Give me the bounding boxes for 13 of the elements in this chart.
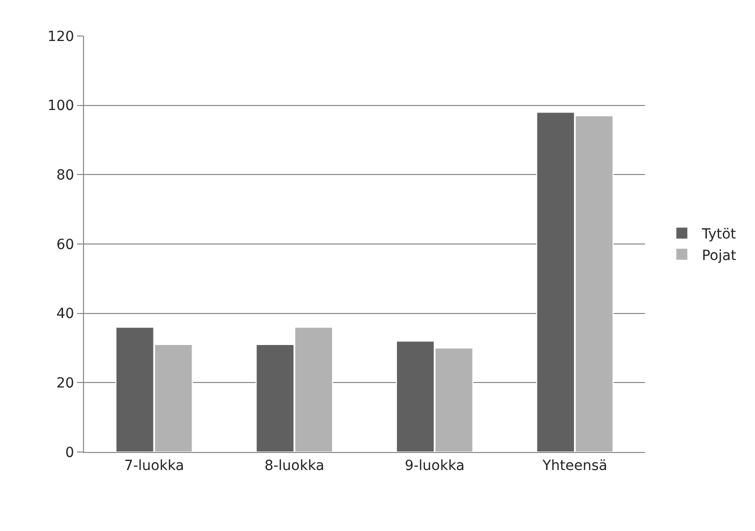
y-tick-label: 0 [65, 444, 74, 461]
x-tick-label: 8-luokka [264, 458, 324, 474]
legend-label: Tytöt [700, 226, 737, 243]
y-tick-label: 20 [56, 376, 74, 392]
y-tick-label: 80 [56, 168, 74, 184]
x-tick-label: 7-luokka [124, 458, 184, 474]
y-tick-label: 100 [47, 98, 74, 114]
x-tick-label: 9-luokka [404, 458, 465, 474]
legend-label: Pojat [702, 248, 737, 264]
y-tick-label: 40 [56, 306, 74, 322]
x-tick-label: Yhteensä [541, 458, 608, 474]
y-tick-label: 60 [56, 236, 74, 253]
y-tick-label: 120 [47, 28, 74, 45]
